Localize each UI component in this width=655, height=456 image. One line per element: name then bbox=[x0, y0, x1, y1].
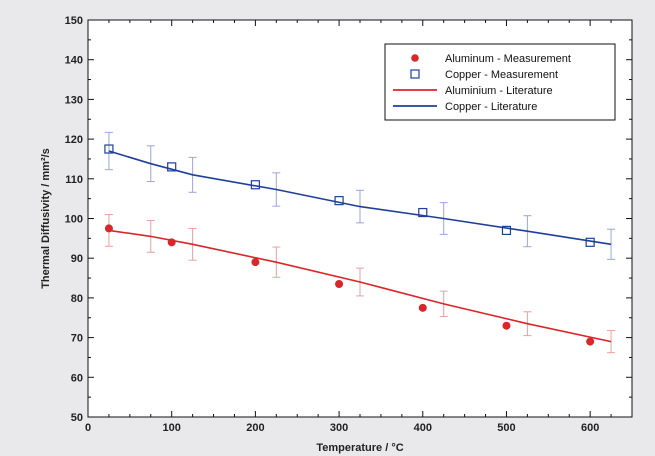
x-tick-label: 0 bbox=[85, 422, 91, 434]
data-point-copper bbox=[250, 180, 260, 190]
data-point-copper bbox=[167, 162, 177, 172]
x-tick-label: 100 bbox=[163, 422, 181, 434]
data-point-aluminum bbox=[251, 258, 260, 267]
y-tick-label: 120 bbox=[65, 134, 83, 146]
data-point-aluminum bbox=[502, 321, 511, 330]
data-point-copper bbox=[104, 144, 114, 154]
series-line bbox=[108, 150, 612, 246]
y-tick-label: 130 bbox=[65, 94, 83, 106]
legend-box bbox=[384, 43, 616, 121]
legend-label: Copper - Measurement bbox=[445, 69, 558, 81]
legend-label: Copper - Literature bbox=[445, 101, 537, 113]
y-tick-label: 60 bbox=[71, 372, 83, 384]
y-tick-label: 70 bbox=[71, 333, 83, 345]
legend-symbol-aluminum bbox=[411, 54, 419, 62]
y-tick-label: 110 bbox=[65, 174, 83, 186]
data-point-copper bbox=[418, 207, 428, 218]
data-point-aluminum bbox=[335, 280, 344, 289]
x-axis-title: Temperature / °C bbox=[316, 442, 403, 454]
x-tick-label: 500 bbox=[497, 422, 515, 434]
x-tick-label: 400 bbox=[414, 422, 432, 434]
series-line bbox=[108, 229, 612, 343]
y-tick-label: 140 bbox=[65, 55, 83, 67]
y-tick-label: 90 bbox=[71, 253, 83, 265]
legend-symbol-copper bbox=[410, 69, 420, 79]
y-tick-label: 150 bbox=[65, 15, 83, 27]
y-tick-label: 80 bbox=[71, 293, 83, 305]
x-tick-label: 300 bbox=[330, 422, 348, 434]
legend: Aluminum - Measurement Copper - Measureme… bbox=[384, 43, 616, 121]
y-axis-title: Thermal Diffusivity / mm²/s bbox=[40, 148, 52, 289]
data-point-aluminum bbox=[418, 303, 427, 312]
x-tick-label: 200 bbox=[246, 422, 264, 434]
data-point-aluminum bbox=[586, 337, 595, 346]
x-tick-label: 600 bbox=[581, 422, 599, 434]
y-tick-label: 100 bbox=[65, 214, 83, 226]
legend-label: Aluminium - Literature bbox=[445, 85, 553, 97]
data-point-copper bbox=[585, 237, 595, 247]
y-tick-label: 50 bbox=[71, 412, 83, 424]
data-point-copper bbox=[501, 225, 512, 236]
data-point-copper bbox=[334, 196, 344, 206]
data-point-aluminum bbox=[104, 224, 113, 233]
legend-label: Aluminum - Measurement bbox=[445, 53, 571, 65]
data-point-aluminum bbox=[167, 238, 176, 247]
